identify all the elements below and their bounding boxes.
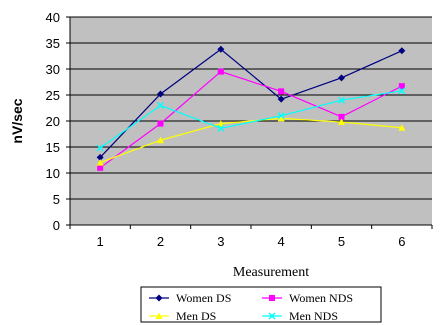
legend-label-men-nds: Men NDS — [289, 309, 338, 323]
y-tick-label: 15 — [46, 140, 60, 155]
series-line-women-nds — [99, 70, 403, 169]
data-point-men-nds — [338, 96, 345, 104]
x-axis-ticks: 1 2 3 4 5 6 — [69, 225, 433, 249]
data-point-women-nds — [398, 83, 405, 90]
data-point-women-ds — [277, 95, 285, 103]
data-point-men-ds — [217, 120, 225, 127]
legend-marker-men-ds — [155, 312, 163, 319]
y-tick-label: 35 — [46, 36, 60, 51]
legend-marker-men-nds — [268, 312, 276, 320]
series-group — [96, 45, 406, 171]
y-axis-label: nV/sec — [9, 98, 25, 143]
x-tick-label: 5 — [338, 234, 345, 249]
data-point-women-ds — [157, 90, 164, 98]
legend-label-women-ds: Women DS — [176, 291, 231, 305]
data-point-men-nds — [96, 144, 104, 152]
legend: Women DS Women NDS Men DS Men NDS — [140, 286, 382, 323]
data-point-women-nds — [157, 120, 164, 127]
series-women-nds — [97, 68, 405, 171]
y-tick-label: 0 — [53, 218, 60, 233]
data-point-women-ds — [338, 74, 345, 82]
data-point-men-nds — [157, 101, 164, 109]
data-point-men-ds — [338, 118, 345, 126]
data-point-men-ds — [96, 159, 104, 166]
series-women-ds — [96, 45, 406, 161]
series-line-men-nds — [99, 90, 402, 149]
legend-box — [140, 286, 382, 323]
y-tick-label: 40 — [46, 10, 60, 25]
legend-marker-women-ds — [155, 294, 163, 302]
data-point-men-nds — [217, 124, 225, 132]
y-tick-label: 20 — [46, 114, 60, 129]
data-point-women-nds — [217, 68, 224, 75]
y-tick-label: 30 — [46, 62, 60, 77]
x-tick-label: 4 — [278, 234, 285, 249]
data-point-men-nds — [398, 87, 406, 95]
y-tick-label: 25 — [46, 88, 60, 103]
y-tick-label: 10 — [46, 166, 60, 181]
data-point-women-ds — [398, 47, 406, 55]
data-point-women-ds — [96, 153, 104, 161]
gridlines — [70, 16, 432, 200]
data-point-women-nds — [278, 88, 285, 95]
legend-label-men-ds: Men DS — [176, 309, 216, 323]
legend-marker-women-nds — [269, 295, 275, 301]
legend-label-women-nds: Women NDS — [289, 291, 353, 305]
data-point-men-nds — [277, 112, 285, 120]
x-tick-label: 3 — [217, 234, 224, 249]
y-tick-label: 5 — [53, 192, 60, 207]
data-point-men-ds — [157, 136, 164, 144]
series-men-ds — [96, 114, 406, 166]
x-tick-label: 2 — [157, 234, 164, 249]
x-axis-label: Measurement — [233, 265, 309, 280]
x-tick-label: 6 — [398, 234, 405, 249]
series-men-nds — [96, 87, 406, 152]
data-point-women-ds — [217, 45, 225, 53]
data-point-women-nds — [97, 164, 104, 171]
data-point-men-ds — [398, 124, 406, 131]
data-point-women-nds — [338, 113, 345, 120]
x-tick-label: 1 — [97, 234, 104, 249]
series-line-men-ds — [99, 117, 402, 164]
y-axis-ticks: 0 5 10 15 20 25 30 35 40 — [46, 10, 70, 233]
data-point-men-ds — [277, 114, 285, 122]
series-line-women-ds — [99, 48, 403, 158]
